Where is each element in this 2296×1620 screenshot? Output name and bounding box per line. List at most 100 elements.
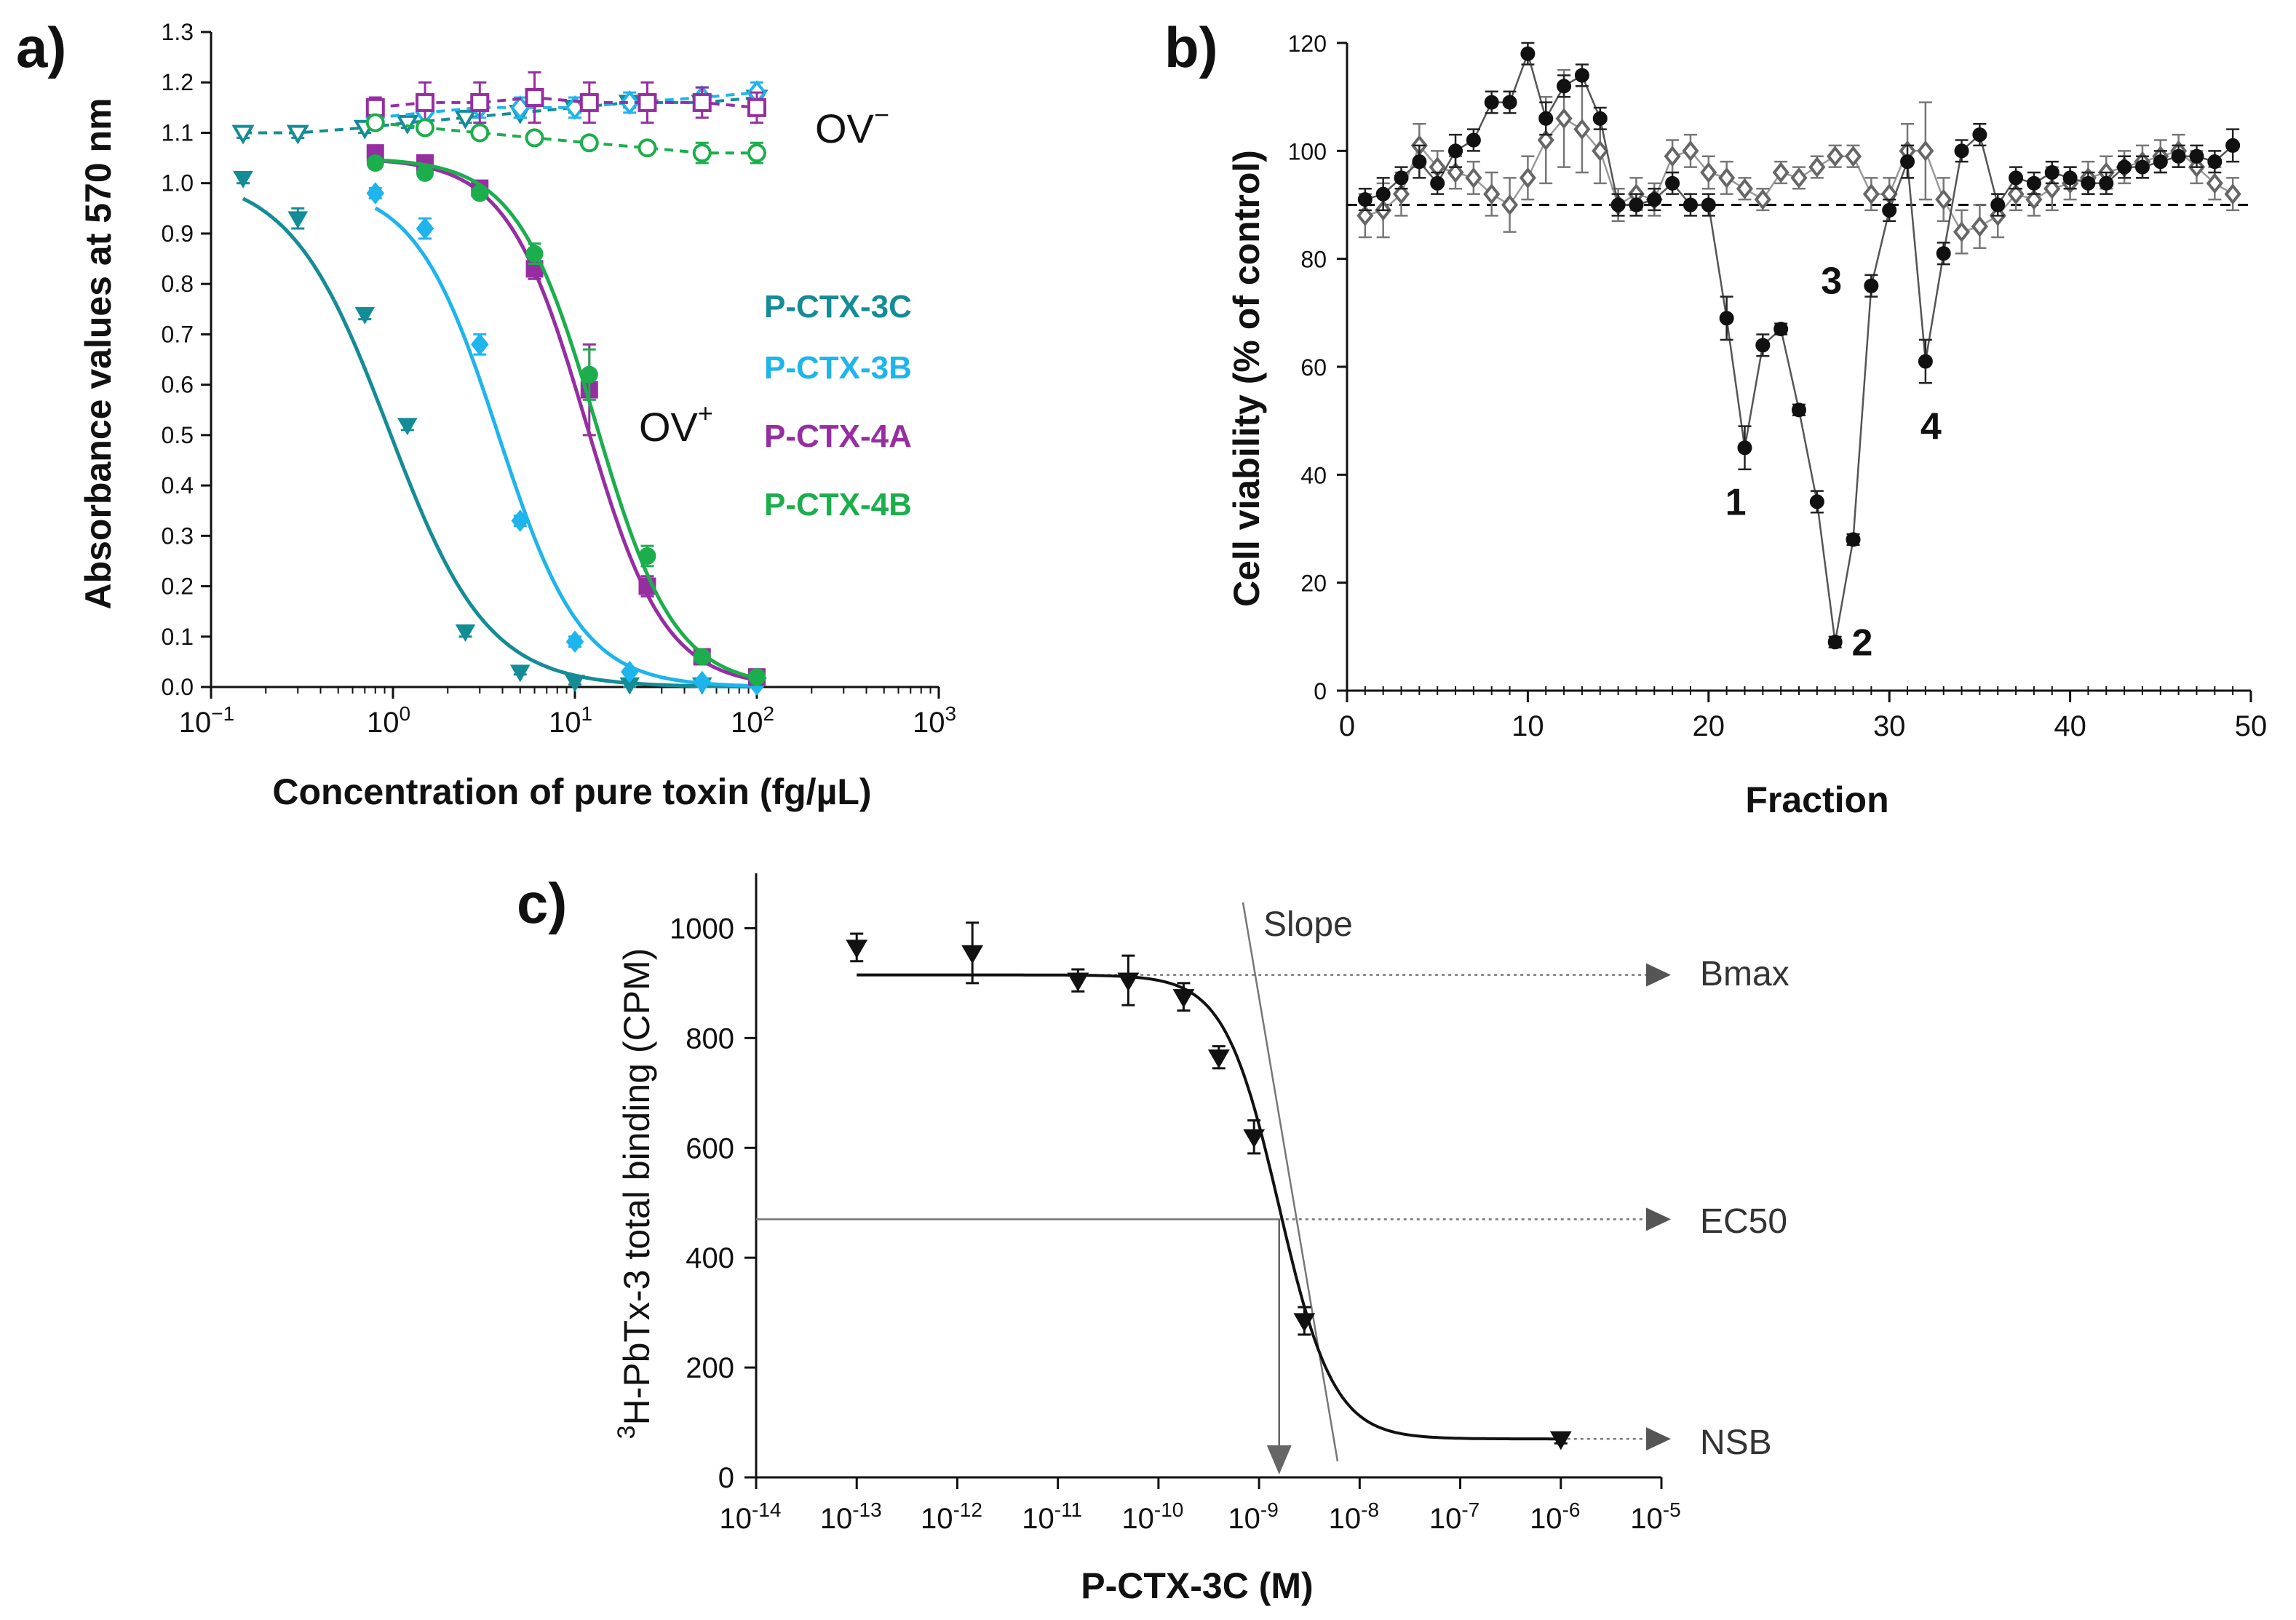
data-point (1574, 68, 1589, 83)
data-point (2044, 165, 2059, 180)
data-point (470, 92, 490, 112)
data-point (748, 668, 766, 686)
data-point (2081, 175, 2096, 191)
series-p-ctx-4b-ov-minus (365, 113, 766, 164)
data-point (1647, 192, 1662, 207)
data-point (416, 92, 435, 112)
legend-entry-p-ctx-3c: P-CTX-3C (764, 289, 912, 325)
y-tick-label: 120 (1288, 31, 1327, 57)
slope-label: Slope (1263, 905, 1353, 944)
x-tick-label: 10−1 (179, 702, 234, 739)
y-tick-label: 1.2 (162, 69, 194, 95)
data-point (1900, 154, 1915, 170)
dashed-line (375, 91, 758, 119)
y-tick-label: 0.6 (162, 372, 194, 398)
data-point (1629, 197, 1644, 213)
data-point (1501, 194, 1519, 215)
slope-tangent-line (1242, 902, 1339, 1462)
data-point (1357, 192, 1373, 207)
data-point (365, 113, 385, 132)
data-point (1592, 111, 1608, 126)
y-tick-label: 0.8 (162, 271, 194, 297)
ov-plus-label: OV+ (639, 398, 713, 450)
ec50-label: EC50 (1700, 1202, 1787, 1241)
data-point (638, 547, 656, 565)
data-point (287, 211, 309, 229)
data-point (1862, 183, 1880, 205)
data-point (1737, 440, 1752, 456)
data-point (1827, 146, 1844, 167)
data-point (286, 124, 309, 145)
data-point (366, 154, 384, 172)
data-point (1447, 162, 1464, 183)
panel-c-axes: 0 200 400 600 800 1000 10-14 10-13 10-12 10-11 10-… (670, 873, 1681, 1535)
panel-b-peak-labels: 1 2 3 4 (1725, 260, 1942, 664)
data-point (1718, 167, 1736, 188)
connecting-line (1365, 50, 2234, 643)
data-point (579, 92, 599, 112)
data-point (1953, 221, 1971, 243)
y-tick-label: 0.7 (162, 321, 194, 347)
x-tick-label: 30 (1873, 710, 1906, 742)
data-point (365, 98, 385, 117)
data-point (637, 92, 657, 112)
panel-b-x-axis-label: Fraction (1745, 779, 1888, 820)
y-tick-label: 100 (1288, 138, 1327, 164)
data-point (619, 90, 640, 115)
data-point (1844, 146, 1862, 167)
data-point (2134, 159, 2150, 175)
data-point (1971, 215, 1988, 237)
x-tick-label: 100 (367, 702, 410, 739)
data-point (1520, 46, 1536, 61)
panel-b-axes: 0 20 40 60 80 100 120 0 10 20 30 40 50 (1288, 31, 2268, 742)
panel-c-y-axis-label: 3H-PbTx-3 total binding (CPM) (613, 948, 657, 1440)
nsb-arrowhead (1646, 1427, 1671, 1451)
fit-curve (375, 158, 758, 680)
data-point (579, 133, 599, 153)
data-point (2224, 183, 2241, 205)
peak-label-1: 1 (1725, 481, 1747, 523)
nsb-label: NSB (1700, 1424, 1772, 1462)
panel-c-label: c) (517, 871, 567, 935)
data-point (1375, 186, 1391, 202)
panel-b-y-axis-label: Cell viability (% of control) (1226, 150, 1267, 607)
data-point (1549, 1431, 1572, 1450)
legend-entry-p-ctx-4a: P-CTX-4A (764, 418, 912, 454)
data-point (525, 128, 544, 148)
data-point (2225, 138, 2241, 153)
series-p-ctx-3b-ov-plus (366, 182, 766, 696)
x-tick-label: 103 (913, 702, 956, 739)
data-point (231, 124, 255, 145)
y-tick-label: 1000 (670, 913, 734, 945)
data-point (1557, 79, 1572, 94)
y-tick-label: 0.1 (162, 624, 194, 650)
y-tick-label: 0 (1314, 678, 1327, 704)
data-point (1736, 178, 1754, 199)
data-point (1117, 972, 1140, 992)
data-point (1882, 202, 1897, 218)
data-point (1808, 156, 1826, 178)
data-point (2043, 178, 2061, 199)
data-point (693, 648, 711, 666)
y-tick-label: 60 (1300, 354, 1327, 381)
dashed-line (375, 95, 758, 109)
legend-entry-p-ctx-4b: P-CTX-4B (764, 487, 912, 523)
data-point (1207, 1049, 1230, 1068)
data-point (1918, 354, 1933, 369)
data-point (397, 418, 418, 436)
data-point (1067, 972, 1089, 992)
data-point (2207, 154, 2222, 170)
series-p-ctx-4a-ov-minus (365, 71, 766, 124)
dashed-line (375, 121, 757, 155)
panel-a-plot-area (231, 71, 768, 696)
y-tick-label: 20 (1300, 571, 1327, 597)
x-tick-label: 10 (1512, 710, 1544, 742)
data-point (1719, 311, 1734, 326)
x-tick-label: 10-14 (720, 1498, 782, 1535)
data-point (2189, 148, 2204, 164)
x-tick-label: 10-5 (1630, 1498, 1680, 1535)
data-point (2026, 175, 2041, 191)
data-point (1555, 108, 1573, 130)
panel-c-x-axis-label: P-CTX-3C (M) (1081, 1565, 1313, 1606)
data-point (1772, 162, 1789, 183)
